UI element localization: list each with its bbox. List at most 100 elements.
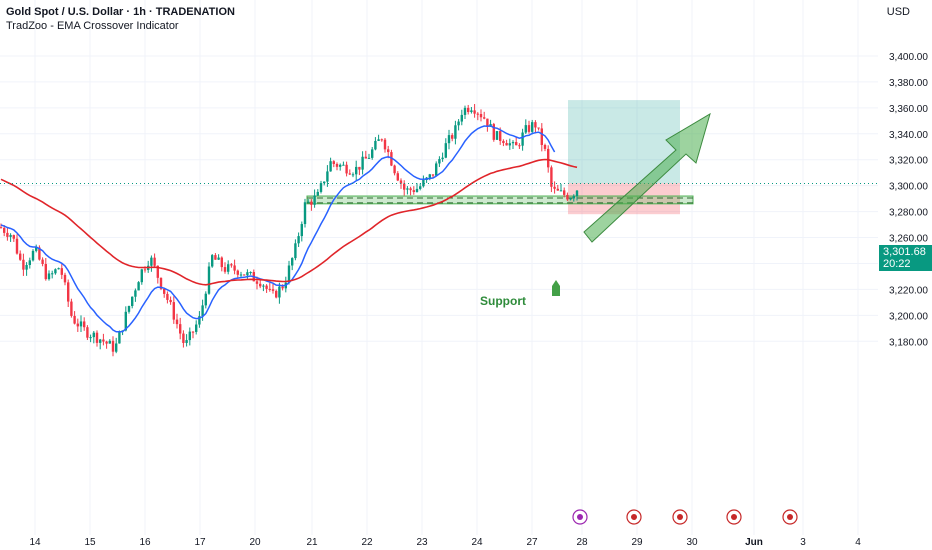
candle-body	[431, 174, 435, 176]
candle-body	[172, 302, 175, 320]
candle-body	[553, 186, 556, 189]
candle-body	[524, 125, 527, 133]
candle-body	[358, 166, 361, 170]
candle-body	[83, 321, 86, 328]
candle-body	[163, 288, 166, 294]
candle-body	[102, 339, 105, 342]
candle-body	[377, 139, 380, 141]
candle-body	[153, 257, 156, 266]
candle-body	[399, 180, 403, 184]
candle-body	[201, 305, 204, 317]
candle-body	[367, 157, 371, 159]
candle-body	[287, 265, 291, 283]
candle-body	[291, 258, 294, 266]
candle-body	[271, 289, 275, 291]
candle-body	[70, 301, 73, 316]
x-tick-label: 21	[306, 537, 318, 548]
candle-body	[355, 166, 358, 175]
candle-body	[182, 333, 185, 343]
candle-body	[380, 139, 383, 141]
x-axis: 14 15 16 17 20 21 22 23 24 27 28 29 30 Jun 3 4	[29, 537, 861, 548]
candle-body	[137, 282, 140, 291]
candle-body	[332, 161, 335, 164]
candle-body	[575, 190, 579, 196]
candle-body	[467, 107, 470, 113]
y-tick-label: 3,380.00	[889, 78, 928, 89]
candle-body	[563, 190, 566, 195]
target-arrow	[583, 112, 711, 243]
candle-body	[319, 183, 323, 192]
y-axis: 3,400.00 3,380.00 3,360.00 3,340.00 3,320.00…	[889, 52, 928, 348]
candle-body	[547, 148, 550, 168]
candle-body	[143, 269, 147, 271]
candle-body	[31, 250, 35, 261]
candle-body	[300, 224, 303, 237]
currency-label[interactable]: USD	[886, 6, 910, 18]
candle-body	[195, 324, 198, 332]
ema-lines	[0, 125, 578, 333]
y-tick-label: 3,360.00	[889, 104, 928, 115]
indicator-name[interactable]: TradZoo - EMA Crossover Indicator	[6, 20, 179, 32]
candle-body	[342, 164, 345, 166]
candle-body	[191, 331, 195, 333]
candle-body	[249, 272, 252, 274]
candle-body	[518, 145, 521, 147]
x-tick-label: 17	[194, 537, 206, 548]
symbol-title[interactable]: Gold Spot / U.S. Dollar · 1h · TRADENATI…	[6, 6, 235, 18]
candle-body	[243, 274, 246, 276]
candle-body	[470, 110, 473, 113]
overlay-shapes	[0, 112, 878, 525]
candle-body	[495, 131, 499, 140]
candle-body	[57, 268, 60, 270]
candle-body	[451, 135, 454, 139]
candle-body	[339, 164, 342, 167]
candle-body	[134, 290, 137, 297]
candle-body	[537, 127, 540, 129]
event-icon-dot	[731, 514, 737, 520]
candle-body	[531, 122, 534, 132]
candle-body	[281, 286, 284, 289]
x-tick-label: 28	[576, 537, 588, 548]
candle-body	[204, 293, 207, 306]
candle-body	[534, 122, 537, 128]
candle-body	[499, 131, 502, 141]
candle-body	[393, 165, 396, 174]
candle-body	[89, 337, 92, 339]
event-icon-dot	[677, 514, 683, 520]
candle-body	[207, 266, 211, 294]
candle-body	[511, 142, 515, 144]
candle-body	[345, 164, 348, 174]
candle-body	[540, 128, 543, 145]
x-tick-label: 14	[29, 537, 41, 548]
candle-body	[550, 167, 553, 187]
candle-body	[364, 156, 367, 159]
candle-body	[95, 332, 99, 343]
candle-body	[508, 143, 511, 146]
candle-body	[255, 281, 259, 284]
candle-body	[259, 283, 262, 287]
candle-body	[105, 341, 108, 344]
x-tick-label: 29	[631, 537, 643, 548]
candle-body	[502, 140, 505, 144]
candle-body	[233, 265, 236, 271]
candles	[0, 104, 579, 357]
candle-body	[41, 259, 44, 264]
candle-body	[227, 264, 230, 272]
candle-body	[361, 156, 364, 170]
candle-body	[351, 174, 355, 176]
event-icon-dot	[631, 514, 637, 520]
candle-body	[223, 267, 227, 272]
candle-body	[79, 321, 83, 327]
candle-body	[220, 257, 223, 268]
candle-body	[479, 114, 483, 118]
x-tick-label: 4	[855, 537, 861, 548]
candle-body	[124, 311, 127, 331]
candle-body	[463, 107, 467, 115]
candle-body	[278, 286, 281, 298]
y-tick-label: 3,400.00	[889, 52, 928, 63]
candle-body	[67, 282, 70, 302]
candle-body	[214, 255, 217, 260]
candle-body	[371, 149, 374, 158]
candle-body	[326, 171, 329, 182]
